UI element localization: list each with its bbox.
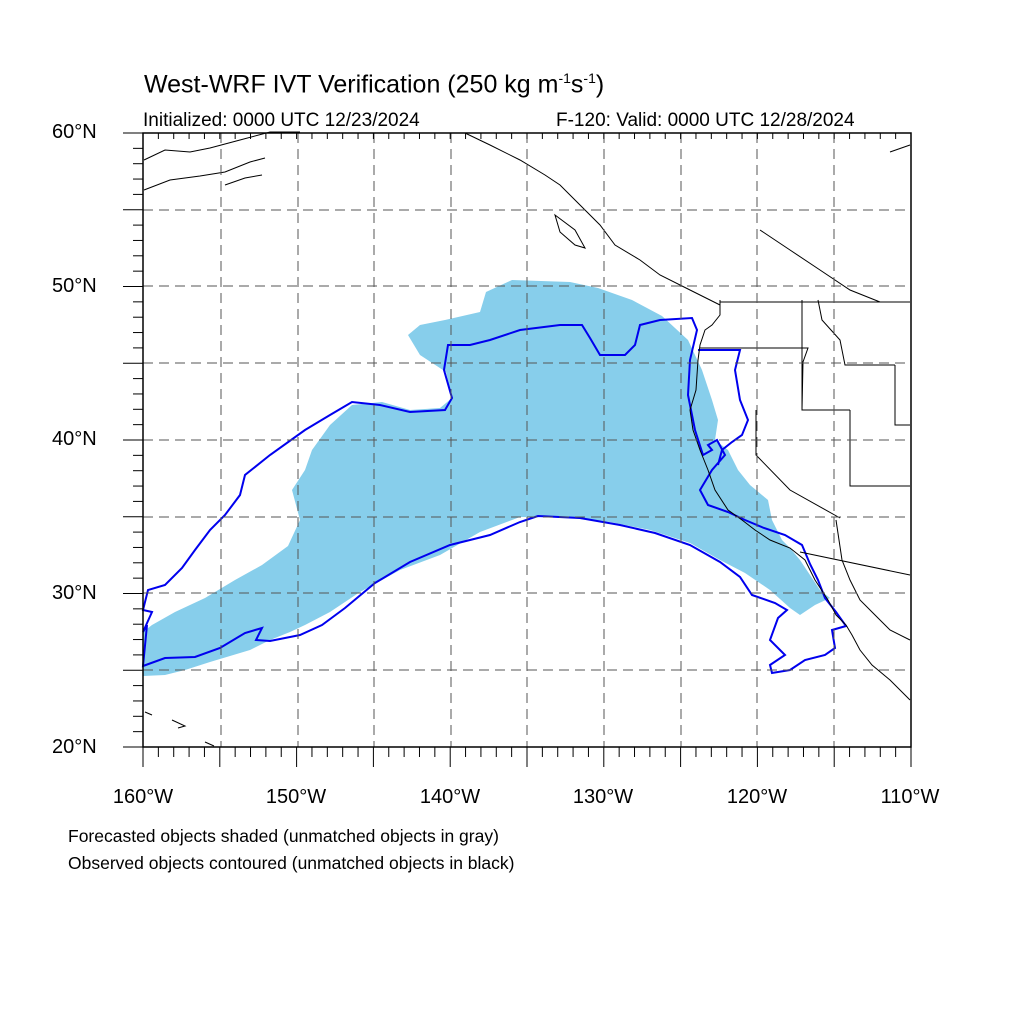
graticule [143,133,911,747]
observed-ivt-contour [141,316,848,675]
observed-note: Observed objects contoured (unmatched ob… [68,853,515,873]
map-title: West-WRF IVT Verification (250 kg m-1s-1… [144,70,605,99]
lat-label-60: 60°N [52,121,97,143]
lon-label-130w: 130°W [572,786,634,808]
forecast-note: Forecasted objects shaded (unmatched obj… [68,826,499,846]
lat-label-20: 20°N [52,736,97,758]
lat-label-30: 30°N [52,582,97,604]
lat-label-50: 50°N [52,275,97,297]
lon-label-160w: 160°W [112,786,174,808]
lat-label-40: 40°N [52,428,97,450]
lon-label-110w: 110°W [880,786,940,808]
forecast-ivt-object [143,280,830,676]
lon-label-120w: 120°W [726,786,788,808]
coastlines-borders [143,131,911,747]
axis-ticks [123,132,912,767]
init-time-label: Initialized: 0000 UTC 12/23/2024 [143,110,420,131]
lon-label-150w: 150°W [265,786,327,808]
valid-time-label: F-120: Valid: 0000 UTC 12/28/2024 [556,110,855,131]
lon-label-140w: 140°W [419,786,481,808]
